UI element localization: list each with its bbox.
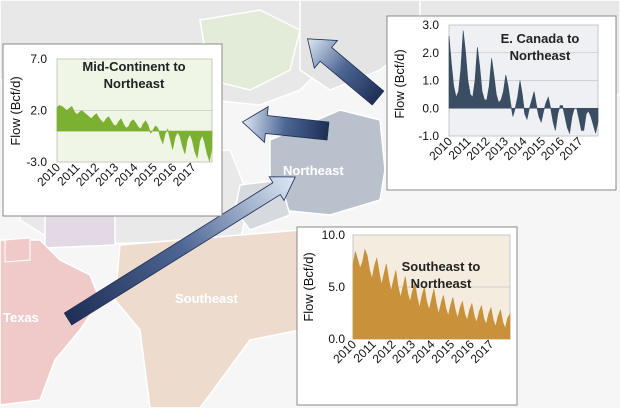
map-label-northeast: Northeast — [283, 163, 344, 178]
map-label-southeast: Southeast — [175, 291, 239, 306]
area-series-fill — [352, 248, 511, 340]
arrow-texas-to-northeast — [63, 176, 296, 326]
arrow-canada-to-northeast — [307, 38, 385, 106]
chart-title: E. Canada to Northeast — [501, 31, 580, 63]
area-series-fill — [448, 30, 599, 135]
chart-title: Southeast to Northeast — [402, 259, 481, 291]
y-tick-label: 3.0 — [422, 18, 439, 32]
y-tick-label: 7.0 — [30, 52, 47, 66]
chart-area-series — [448, 30, 599, 135]
chart-panel-e-canada: E. Canada to Northeast 3.02.01.00.0-1.0 … — [386, 15, 617, 191]
y-axis-label: Flow (Bcf/d) — [392, 49, 407, 118]
y-tick-label: 2.0 — [422, 46, 439, 60]
y-tick-label: 0.0 — [328, 332, 345, 346]
chart-title-line: Northeast — [104, 76, 165, 91]
chart-title: Mid-Continent to Northeast — [82, 59, 185, 91]
y-tick-label: 0.0 — [422, 101, 439, 115]
arrow-midcontinent-to-northeast — [241, 105, 330, 144]
y-axis-ticks: 3.0 2.0 1.0 0.0 -1.0 — [418, 18, 439, 143]
area-series-fill — [56, 104, 213, 163]
y-axis-ticks: 10.0 5.0 0.0 — [322, 228, 346, 346]
chart-title-line: Mid-Continent to — [82, 59, 185, 74]
y-axis-label: Flow (Bcf/d) — [301, 252, 316, 321]
chart-panel-mid-continent: Mid-Continent to Northeast 7.02.0-3.0 20… — [2, 43, 223, 217]
chart-panel-southeast: Southeast to Northeast 10.05.00.0 201020… — [296, 226, 518, 406]
y-tick-label: 10.0 — [322, 228, 346, 242]
y-tick-label: 1.0 — [422, 74, 439, 88]
y-axis-ticks: 7.0 2.0 -3.0 — [26, 52, 47, 169]
y-tick-label: 2.0 — [30, 104, 47, 118]
y-axis-label: Flow (Bcf/d) — [8, 76, 23, 145]
y-tick-label: 5.0 — [328, 280, 345, 294]
chart-title-line: Southeast to — [402, 259, 481, 274]
texas-region — [0, 239, 101, 406]
chart-area-series — [56, 104, 213, 163]
chart-gridlines — [57, 58, 212, 163]
chart-title-line: Northeast — [510, 48, 571, 63]
chart-area-series — [352, 248, 511, 340]
map-label-texas: Texas — [3, 310, 39, 325]
y-tick-label: -3.0 — [26, 155, 47, 169]
chart-title-line: Northeast — [411, 276, 472, 291]
chart-title-line: E. Canada to — [501, 31, 580, 46]
flow-arrows — [63, 38, 385, 326]
y-tick-label: -1.0 — [418, 129, 439, 143]
texas-panhandle — [4, 237, 31, 263]
